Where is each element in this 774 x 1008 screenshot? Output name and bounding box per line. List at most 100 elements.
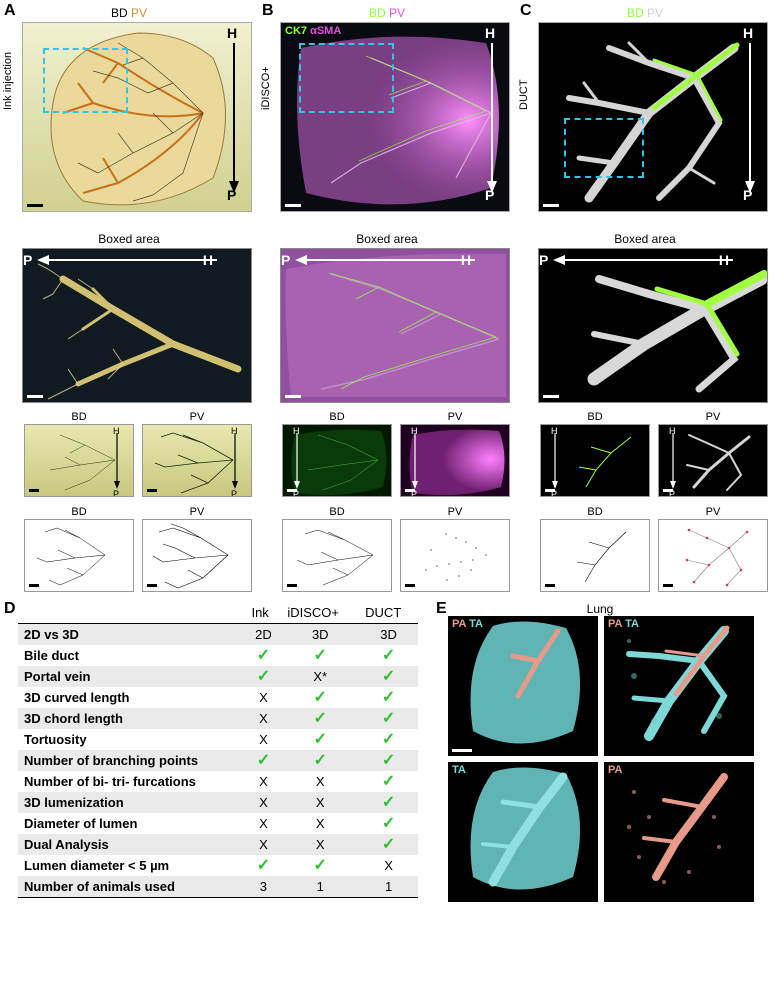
table-cell: ✓ bbox=[281, 855, 359, 876]
svg-text:H: H bbox=[113, 426, 120, 436]
table-cell: X bbox=[245, 813, 281, 834]
ta-bd-lbl: BD bbox=[24, 410, 134, 424]
boxed-b-svg bbox=[281, 249, 509, 402]
table-cell: ✓ bbox=[359, 750, 418, 771]
e-br: PA bbox=[604, 762, 754, 902]
scale-bar-icon bbox=[663, 489, 673, 492]
boxed-c-img: P H bbox=[538, 248, 768, 403]
table-cell: Tortuosity bbox=[18, 729, 245, 750]
table-cell: X bbox=[245, 834, 281, 855]
tc-bd-lbl: BD bbox=[540, 410, 650, 424]
table-cell: X bbox=[281, 771, 359, 792]
scale-bar-icon bbox=[285, 204, 301, 207]
e-tr-lab: PA TA bbox=[608, 618, 639, 630]
ta2-pv-l: PV bbox=[142, 505, 252, 519]
scale-bar-icon bbox=[287, 489, 297, 492]
ta-pv: PV HP bbox=[142, 410, 252, 500]
table-cell: 3 bbox=[245, 876, 281, 898]
boxed-a-lbl: Boxed area bbox=[4, 232, 254, 246]
tb-pv-lbl: PV bbox=[400, 410, 510, 424]
e-ta: TA bbox=[469, 618, 483, 630]
ta-pv-img: HP bbox=[142, 424, 252, 497]
tc-pv: PV HP bbox=[658, 410, 768, 500]
tc-bd-img: HP bbox=[540, 424, 650, 497]
tb2: BD PV bbox=[258, 505, 516, 597]
table-cell: Dual Analysis bbox=[18, 834, 245, 855]
scale-bar-icon bbox=[663, 584, 673, 587]
scale-bar-icon bbox=[27, 395, 43, 398]
table-cell: ✓ bbox=[359, 834, 418, 855]
tb2-pv-l: PV bbox=[400, 505, 510, 519]
table-cell: 2D bbox=[245, 624, 281, 646]
tc2-bd: BD bbox=[540, 505, 650, 597]
boxed-a: Boxed area P H bbox=[0, 228, 258, 403]
c-pv: PV bbox=[647, 6, 663, 20]
tc-bd: BD HP bbox=[540, 410, 650, 500]
table-cell: ✓ bbox=[359, 813, 418, 834]
table-cell: 1 bbox=[359, 876, 418, 898]
table-cell: ✓ bbox=[281, 708, 359, 729]
boxed-b-lbl: Boxed area bbox=[262, 232, 512, 246]
c-main: H P bbox=[538, 22, 768, 212]
e-tl-lab: PA TA bbox=[452, 618, 483, 630]
e-pa: PA bbox=[452, 618, 466, 630]
b-top: BD PV bbox=[262, 4, 512, 22]
scale-bar-icon bbox=[545, 489, 555, 492]
boxed-a-svg bbox=[23, 249, 251, 402]
e-tr-svg bbox=[604, 616, 754, 756]
table-cell: ✓ bbox=[359, 771, 418, 792]
ta2-bd-img bbox=[24, 519, 134, 592]
table-cell: 1 bbox=[281, 876, 359, 898]
b-asma: αSMA bbox=[310, 25, 341, 37]
scale-bar-icon bbox=[29, 584, 39, 587]
tc2-pv-l: PV bbox=[658, 505, 768, 519]
b-sublab: CK7 αSMA bbox=[285, 25, 341, 37]
ta2-bd: BD bbox=[24, 505, 134, 597]
boxed-c-svg bbox=[539, 249, 767, 402]
scale-bar-icon bbox=[29, 489, 39, 492]
scale-bar-icon bbox=[543, 395, 559, 398]
tb-pv: PV HP bbox=[400, 410, 510, 500]
scale-bar-icon bbox=[543, 204, 559, 207]
table-cell: ✓ bbox=[359, 729, 418, 750]
table-cell: ✓ bbox=[245, 750, 281, 771]
scale-bar-icon bbox=[27, 204, 43, 207]
svg-text:H: H bbox=[669, 426, 676, 436]
c-main-svg bbox=[539, 23, 767, 211]
e-bl: TA bbox=[448, 762, 598, 902]
c-top: BD PV bbox=[520, 4, 770, 22]
c-dashed bbox=[564, 118, 644, 178]
b-side: iDISCO+ bbox=[260, 66, 272, 110]
table-cell: X bbox=[245, 687, 281, 708]
table-cell: ✓ bbox=[281, 729, 359, 750]
a-pv: PV bbox=[131, 6, 147, 20]
b-dashed bbox=[299, 43, 394, 113]
panel-e: Lung PA TA PA TA bbox=[440, 602, 760, 902]
scale-bar-icon bbox=[405, 584, 415, 587]
table-cell: ✓ bbox=[245, 645, 281, 666]
boxed-c: Boxed area P H bbox=[516, 228, 774, 403]
table-cell: X bbox=[245, 792, 281, 813]
svg-text:P: P bbox=[231, 489, 237, 496]
e-ta2: TA bbox=[625, 618, 639, 630]
tb-bd-lbl: BD bbox=[282, 410, 392, 424]
table-cell: X bbox=[245, 771, 281, 792]
scale-bar-icon bbox=[147, 584, 157, 587]
a-dashed-box bbox=[43, 48, 128, 113]
table-cell: Number of branching points bbox=[18, 750, 245, 771]
table-cell: ✓ bbox=[245, 666, 281, 687]
table-cell: 3D bbox=[359, 624, 418, 646]
ta2-pv: PV bbox=[142, 505, 252, 597]
a-side: Ink injection bbox=[2, 52, 14, 110]
tb-pv-img: HP bbox=[400, 424, 510, 497]
table-cell: X bbox=[281, 813, 359, 834]
e-pa2: PA bbox=[608, 618, 622, 630]
col-c: BD PV DUCT bbox=[516, 0, 774, 230]
e-bl-lab: TA bbox=[452, 764, 466, 776]
thc0 bbox=[18, 602, 245, 624]
ta-bd-img: HP bbox=[24, 424, 134, 497]
boxed-row: Boxed area P H Boxed area bbox=[0, 228, 774, 403]
tc: BD HP PV HP bbox=[516, 410, 774, 500]
tb-bd-img: HP bbox=[282, 424, 392, 497]
scale-bar-icon bbox=[285, 395, 301, 398]
